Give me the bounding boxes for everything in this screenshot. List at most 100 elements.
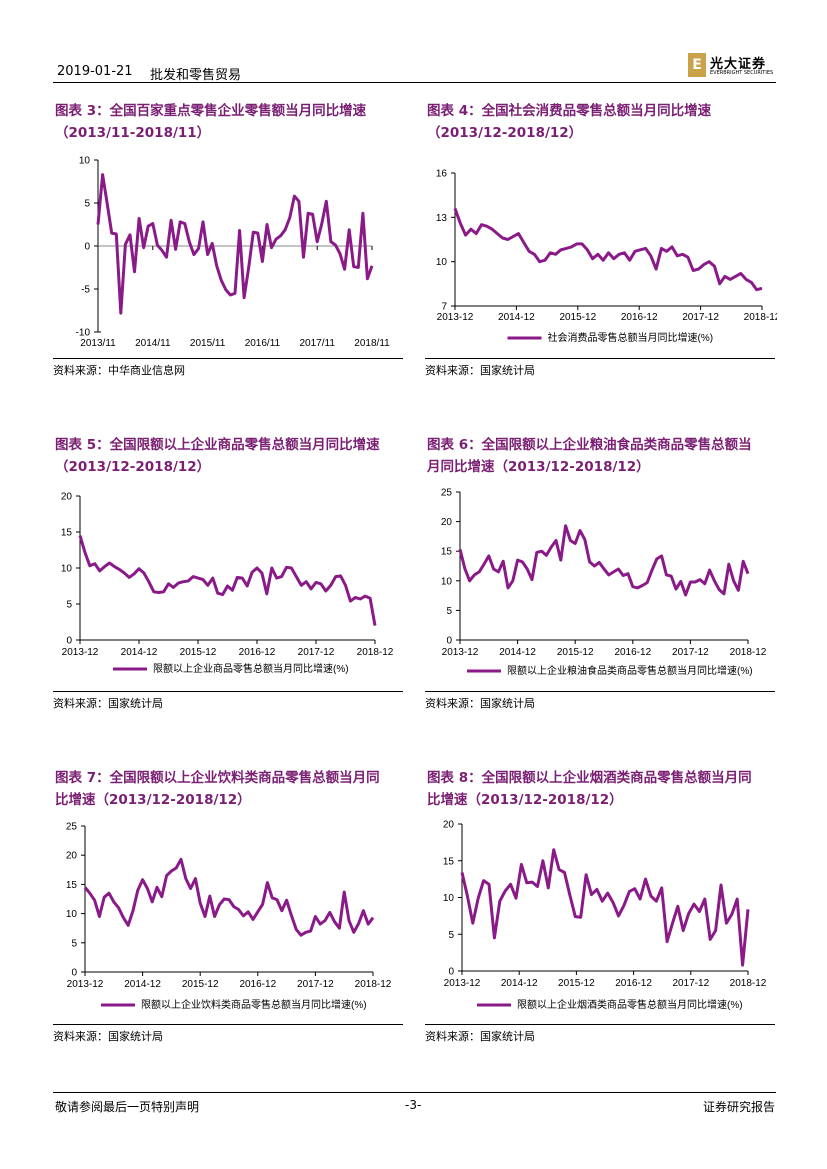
x-tick-label: 2018-12 <box>730 978 767 989</box>
x-tick-label: 2015-12 <box>182 979 219 990</box>
y-tick-label: 5 <box>84 199 90 210</box>
x-tick-label: 2013-12 <box>67 979 104 990</box>
x-tick-label: 2016-12 <box>615 978 652 989</box>
y-tick-label: 20 <box>66 851 78 862</box>
fig8-title-line: 比增速（2013/12-2018/12） <box>427 792 623 808</box>
y-tick-label: 0 <box>446 636 452 647</box>
y-tick-label: 5 <box>446 606 452 617</box>
fig8-title-line: 图表 8：全国限额以上企业烟酒类商品零售总额当月同 <box>427 770 752 786</box>
x-tick-label: 2015-12 <box>557 647 594 658</box>
header-divider <box>53 82 776 83</box>
legend-label: 社会消费品零售总额当月同比增速(%) <box>548 331 714 344</box>
x-tick-label: 2014-12 <box>499 647 536 658</box>
x-tick-label: 2017-12 <box>682 312 719 323</box>
x-tick-label: 2013-12 <box>437 312 474 323</box>
logo-name-en: EVERBRIGHT SECURITIES <box>710 70 774 76</box>
y-tick-label: 13 <box>436 213 448 224</box>
fig5-title-line: 图表 5：全国限额以上企业商品零售总额当月同比增速 <box>55 437 380 453</box>
x-tick-label: 2018-12 <box>730 647 767 658</box>
source-divider <box>53 358 403 359</box>
x-tick-label: 2015-12 <box>558 978 595 989</box>
y-tick-label: 0 <box>66 636 72 647</box>
fig4-title: 图表 4：全国社会消费品零售总额当月同比增速 （2013/12-2018/12） <box>427 100 787 144</box>
x-tick-label: 2017-12 <box>297 979 334 990</box>
fig8-series-line <box>460 848 750 967</box>
x-tick-label: 2013/11 <box>80 338 116 349</box>
source-divider <box>425 358 775 359</box>
x-tick-label: 2018-12 <box>744 312 777 323</box>
fig3-title-line: 图表 3：全国百家重点零售企业零售额当月同比增速 <box>55 103 367 119</box>
y-tick-label: 25 <box>441 488 453 499</box>
fig3-source: 资料来源：中华商业信息网 <box>53 364 185 377</box>
x-tick-label: 2014-12 <box>501 978 538 989</box>
page-number: -3- <box>405 1098 422 1112</box>
x-tick-label: 2018/11 <box>354 338 390 349</box>
x-tick-label: 2014/11 <box>135 338 171 349</box>
x-tick-label: 2014-12 <box>124 979 161 990</box>
fig8-title: 图表 8：全国限额以上企业烟酒类商品零售总额当月同 比增速（2013/12-201… <box>427 767 787 811</box>
x-tick-label: 2013-12 <box>442 647 479 658</box>
x-tick-label: 2017-12 <box>672 978 709 989</box>
fig6-source: 资料来源：国家统计局 <box>425 697 535 710</box>
y-tick-label: 10 <box>61 564 73 575</box>
x-tick-label: 2017-12 <box>672 647 709 658</box>
fig4-title-line: （2013/12-2018/12） <box>427 125 583 141</box>
fig7-title-line: 比增速（2013/12-2018/12） <box>55 792 251 808</box>
x-tick-label: 2016-12 <box>239 979 276 990</box>
fig4-series-line <box>453 207 763 292</box>
legend-label: 限额以上企业饮料类商品零售总额当月同比增速(%) <box>141 998 367 1011</box>
y-tick-label: -10 <box>76 328 91 339</box>
fig6-title-line: 月同比增速（2013/12-2018/12） <box>427 459 650 475</box>
source-divider <box>425 691 775 692</box>
fig5-series-line <box>78 535 377 626</box>
y-tick-label: 20 <box>443 820 455 831</box>
report-date: 2019-01-21 <box>57 64 133 79</box>
fig4-title-line: 图表 4：全国社会消费品零售总额当月同比增速 <box>427 103 712 119</box>
x-tick-label: 2014-12 <box>121 647 158 658</box>
x-tick-label: 2016/11 <box>245 338 281 349</box>
x-tick-label: 2016-12 <box>621 312 658 323</box>
x-tick-label: 2015-12 <box>559 312 596 323</box>
y-tick-label: 15 <box>61 528 73 539</box>
fig7-source: 资料来源：国家统计局 <box>53 1030 163 1043</box>
y-tick-label: 15 <box>66 880 78 891</box>
y-tick-label: 5 <box>66 600 72 611</box>
x-tick-label: 2018-12 <box>357 647 394 658</box>
y-tick-label: 0 <box>71 968 77 979</box>
y-tick-label: 15 <box>443 856 455 867</box>
y-tick-label: 20 <box>441 517 453 528</box>
x-tick-label: 2017/11 <box>299 338 335 349</box>
x-tick-label: 2016-12 <box>239 647 276 658</box>
legend-label: 限额以上企业粮油食品类商品零售总额当月同比增速(%) <box>507 664 753 677</box>
x-tick-label: 2015-12 <box>180 647 217 658</box>
y-tick-label: 0 <box>448 967 454 978</box>
fig3-title: 图表 3：全国百家重点零售企业零售额当月同比增速 （2013/11-2018/11… <box>55 100 415 144</box>
fig6-title: 图表 6：全国限额以上企业粮油食品类商品零售总额当 月同比增速（2013/12-2… <box>427 434 787 478</box>
fig7-title-line: 图表 7：全国限额以上企业饮料类商品零售总额当月同 <box>55 770 380 786</box>
fig3-title-line: （2013/11-2018/11） <box>55 125 211 141</box>
y-tick-label: 25 <box>66 822 78 833</box>
fig5-title-line: （2013/12-2018/12） <box>55 459 211 475</box>
source-divider <box>53 1024 403 1025</box>
x-tick-label: 2018-12 <box>355 979 392 990</box>
y-tick-label: 10 <box>79 156 91 167</box>
logo-mark-icon: E <box>688 53 706 77</box>
source-divider <box>425 1024 775 1025</box>
y-tick-label: 7 <box>441 302 447 313</box>
fig4-source: 资料来源：国家统计局 <box>425 364 535 377</box>
footer-disclaimer: 敬请参阅最后一页特别声明 <box>55 1100 200 1114</box>
y-tick-label: 10 <box>436 257 448 268</box>
fig7-title: 图表 7：全国限额以上企业饮料类商品零售总额当月同 比增速（2013/12-201… <box>55 767 415 811</box>
y-tick-label: 10 <box>66 909 78 920</box>
fig3-series-line <box>96 173 374 315</box>
legend-label: 限额以上企业烟酒类商品零售总额当月同比增速(%) <box>517 998 743 1011</box>
fig6-series-line <box>458 524 750 597</box>
y-tick-label: 15 <box>441 547 453 558</box>
x-tick-label: 2015/11 <box>190 338 226 349</box>
